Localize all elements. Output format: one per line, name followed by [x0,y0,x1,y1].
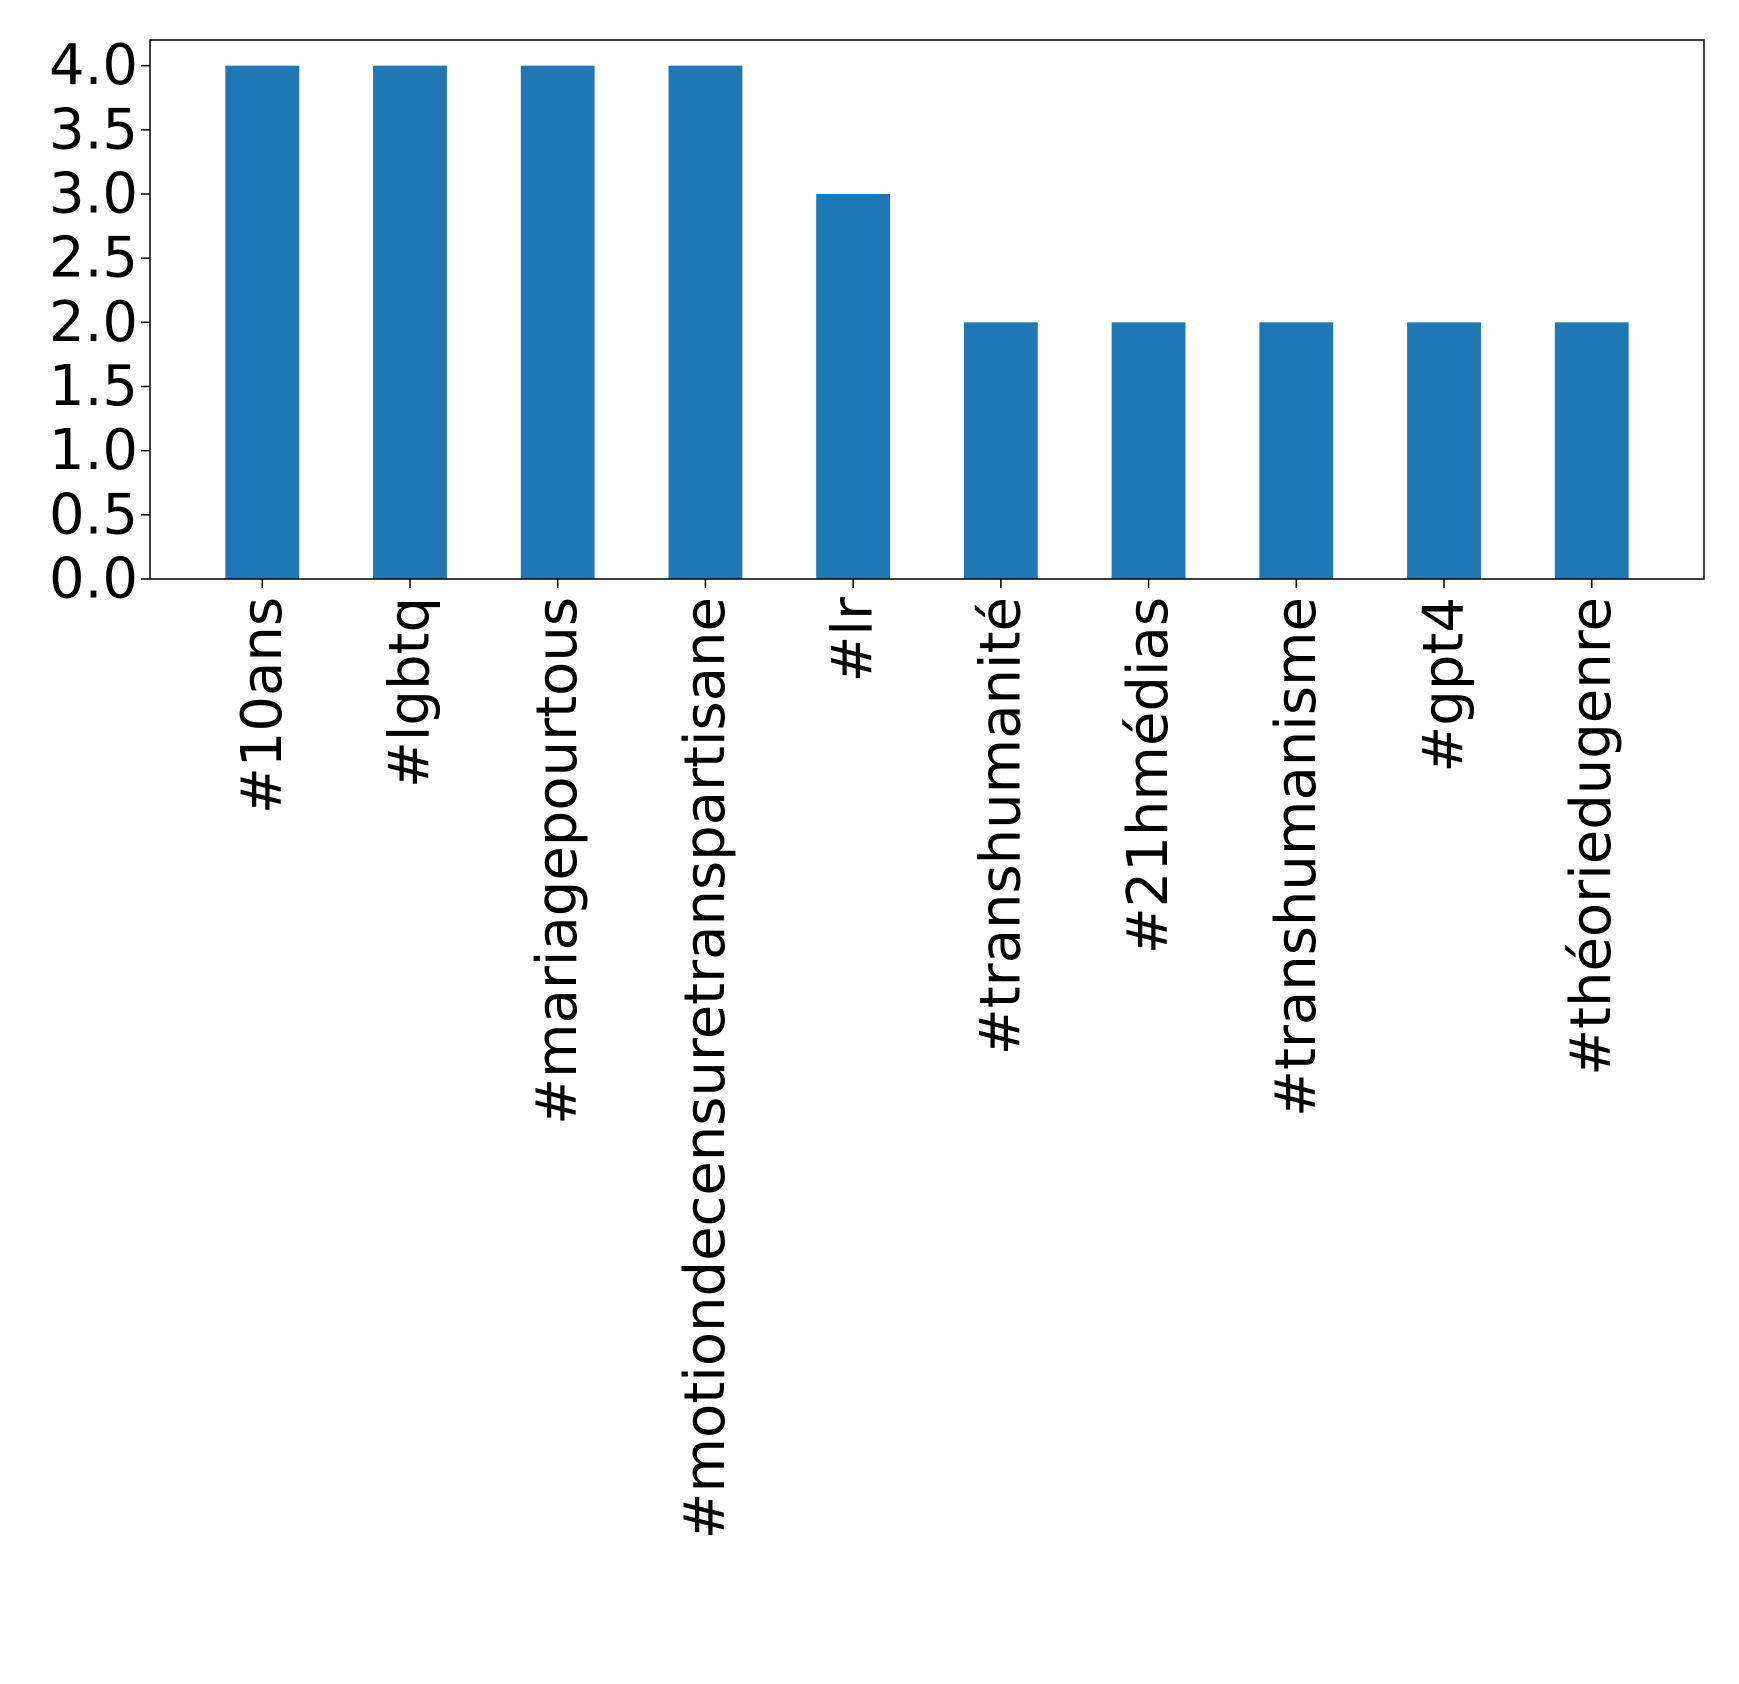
x-tick-label: #motiondecensuretranspartisane [673,597,738,1539]
bars-layer [225,65,1629,579]
y-tick-label: 3.5 [49,97,138,162]
x-tick-label: #transhumanité [968,597,1033,1055]
x-tick-label: #lgbtq [377,597,442,788]
bar-5 [963,322,1038,579]
bar-3 [668,65,743,579]
y-tick-label: 1.5 [49,354,138,419]
bar-1 [373,65,447,579]
y-tick-label: 0.5 [49,482,138,547]
y-tick-label: 0.0 [49,547,138,612]
bar-7 [1259,322,1334,579]
bar-6 [1111,322,1186,579]
bar-9 [1554,322,1629,579]
x-tick-label: #lr [821,596,886,682]
bar-4 [816,194,891,579]
y-tick-label: 2.0 [49,290,138,355]
plot-frame [149,39,1705,580]
x-tick-label: #transhumanisme [1264,597,1329,1117]
x-axis: #10ans #lgbtq #mariagepourtous #motiondecen… [230,579,1624,1539]
x-tick-label: #gpt4 [1412,597,1477,773]
bar-0 [225,65,300,579]
y-tick-label: 3.0 [49,162,138,227]
bar-8 [1407,322,1481,579]
y-tick-label: 2.5 [49,226,138,291]
bar-2 [520,65,595,579]
y-tick-label: 1.0 [49,418,138,483]
x-tick-label: #21hmédias [1116,597,1181,954]
y-axis: 0.00.51.01.52.02.53.03.54.0 [49,33,150,612]
x-tick-label: #10ans [230,597,295,814]
x-tick-label: #mariagepourtous [525,597,590,1125]
y-tick-label: 4.0 [49,33,138,98]
x-tick-label: #théoriedugenre [1559,597,1624,1076]
